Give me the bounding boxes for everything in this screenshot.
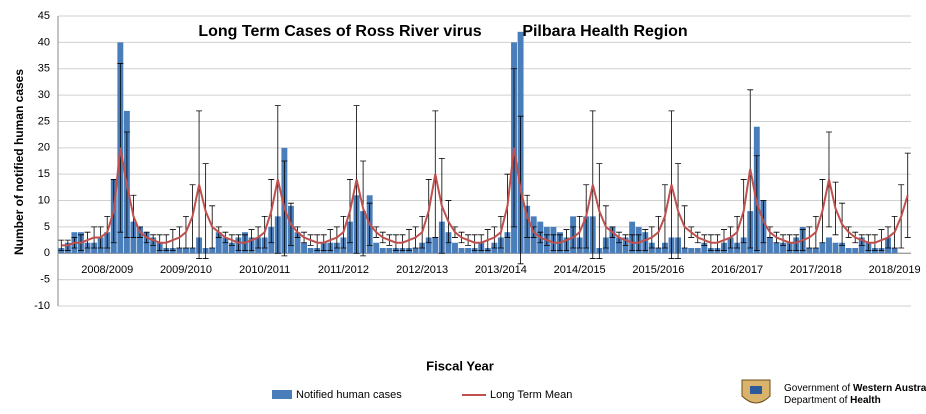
bar bbox=[412, 248, 419, 254]
bar bbox=[425, 237, 432, 254]
x-tick-label: 2015/2016 bbox=[632, 264, 684, 276]
error-bar bbox=[58, 239, 65, 252]
bar bbox=[222, 237, 229, 254]
legend-swatch bbox=[272, 390, 292, 399]
bar bbox=[701, 242, 708, 254]
x-tick-label: 2008/2009 bbox=[81, 264, 133, 276]
logo-dept-prefix: Department of bbox=[784, 395, 848, 406]
bar bbox=[209, 248, 216, 254]
y-axis-label: Number of notified human cases bbox=[12, 69, 26, 255]
x-tick-label: 2016/2017 bbox=[711, 264, 763, 276]
bar bbox=[609, 226, 616, 254]
legend-label: Long Term Mean bbox=[490, 389, 572, 401]
bar bbox=[452, 242, 458, 254]
bar bbox=[137, 226, 143, 254]
y-tick-label: 20 bbox=[38, 142, 50, 154]
logo-prefix: Government of bbox=[784, 383, 850, 394]
y-tick-label: 15 bbox=[38, 168, 50, 180]
logo-dept-bold: Health bbox=[850, 395, 881, 406]
y-tick-label: 5 bbox=[44, 221, 50, 233]
legend-label: Notified human cases bbox=[296, 389, 402, 401]
bar bbox=[806, 248, 813, 254]
y-tick-label: 40 bbox=[38, 36, 50, 48]
x-tick-label: 2017/2018 bbox=[790, 264, 842, 276]
y-tick-label: 45 bbox=[38, 10, 50, 22]
chart-region: Pilbara Health Region bbox=[522, 23, 687, 40]
logo-crest bbox=[741, 379, 771, 404]
bar bbox=[504, 232, 511, 254]
bar bbox=[379, 248, 386, 254]
bar bbox=[458, 248, 465, 254]
bar bbox=[845, 248, 852, 254]
x-axis-label: Fiscal Year bbox=[426, 358, 494, 373]
bar bbox=[766, 237, 773, 254]
bar bbox=[301, 242, 308, 254]
x-tick-label: 2014/2015 bbox=[554, 264, 606, 276]
bar bbox=[852, 248, 859, 254]
bar bbox=[891, 248, 898, 254]
bar bbox=[465, 248, 472, 254]
bar bbox=[694, 248, 701, 254]
y-tick-label: 35 bbox=[38, 63, 50, 75]
y-tick-label: 30 bbox=[38, 89, 50, 101]
bar bbox=[780, 242, 787, 254]
bar bbox=[688, 248, 695, 254]
y-tick-label: -10 bbox=[34, 300, 50, 312]
mean-line bbox=[61, 147, 909, 247]
logo-state: Western Australia bbox=[853, 383, 926, 394]
bar bbox=[176, 248, 183, 254]
error-bar bbox=[904, 152, 911, 238]
bar bbox=[681, 248, 688, 254]
logo-text: Government of Western Australia bbox=[784, 383, 926, 394]
logo-dept: Department of Health bbox=[784, 395, 881, 406]
bar bbox=[812, 248, 819, 254]
chart-title: Long Term Cases of Ross River virus bbox=[198, 23, 481, 40]
bar bbox=[182, 248, 189, 254]
y-tick-label: 0 bbox=[44, 247, 50, 259]
bar bbox=[773, 242, 780, 254]
bar bbox=[386, 248, 393, 254]
bar bbox=[819, 242, 826, 254]
y-tick-label: -5 bbox=[40, 274, 50, 286]
y-tick-label: 10 bbox=[38, 194, 50, 206]
bar bbox=[432, 237, 439, 254]
bar bbox=[826, 237, 832, 254]
x-tick-label: 2018/2019 bbox=[869, 264, 921, 276]
y-tick-label: 25 bbox=[38, 115, 50, 127]
x-tick-label: 2012/2013 bbox=[396, 264, 448, 276]
bar bbox=[228, 242, 235, 254]
bar bbox=[616, 237, 622, 254]
bar bbox=[373, 242, 380, 254]
bar bbox=[307, 248, 314, 254]
bar bbox=[832, 242, 839, 254]
bar bbox=[189, 248, 196, 254]
x-tick-label: 2011/2012 bbox=[318, 264, 369, 276]
bar bbox=[740, 237, 747, 254]
x-tick-label: 2009/2010 bbox=[160, 264, 212, 276]
bar bbox=[655, 248, 662, 254]
x-tick-label: 2010/2011 bbox=[239, 264, 290, 276]
bar bbox=[215, 232, 222, 254]
bar bbox=[294, 232, 301, 254]
x-tick-label: 2013/2014 bbox=[475, 264, 527, 276]
bar bbox=[839, 242, 846, 254]
